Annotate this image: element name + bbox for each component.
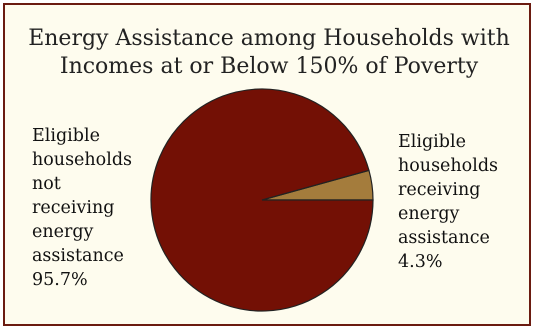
slice-label-not-receiving-line: assistance (32, 246, 124, 266)
chart-title-line-1: Energy Assistance among Households with (28, 26, 510, 51)
slice-label-receiving-line: households (398, 156, 499, 176)
slice-label-not-receiving: Eligible households not receiving energy… (32, 124, 132, 292)
slice-label-receiving-line: receiving (398, 180, 481, 200)
slice-label-not-receiving-line: not (32, 174, 61, 194)
chart-frame: Energy Assistance among Households with … (3, 3, 531, 326)
pie-slice-not-receiving (150, 88, 374, 312)
slice-label-not-receiving-line: Eligible (32, 126, 100, 146)
chart-title: Energy Assistance among Households with … (5, 25, 533, 81)
slice-label-not-receiving-line: energy (32, 222, 94, 242)
slice-value-not-receiving: 95.7% (32, 270, 88, 290)
slice-label-receiving-line: energy (398, 204, 460, 224)
slice-label-receiving-line: assistance (398, 228, 490, 248)
chart-title-line-2: Incomes at or Below 150% of Poverty (59, 54, 479, 79)
slice-label-receiving-line: Eligible (398, 132, 466, 152)
slice-value-receiving: 4.3% (398, 252, 443, 272)
slice-label-not-receiving-line: receiving (32, 198, 115, 218)
slice-label-receiving: Eligible households receiving energy ass… (398, 130, 498, 274)
slice-label-not-receiving-line: households (32, 150, 133, 170)
pie-chart (150, 88, 374, 312)
